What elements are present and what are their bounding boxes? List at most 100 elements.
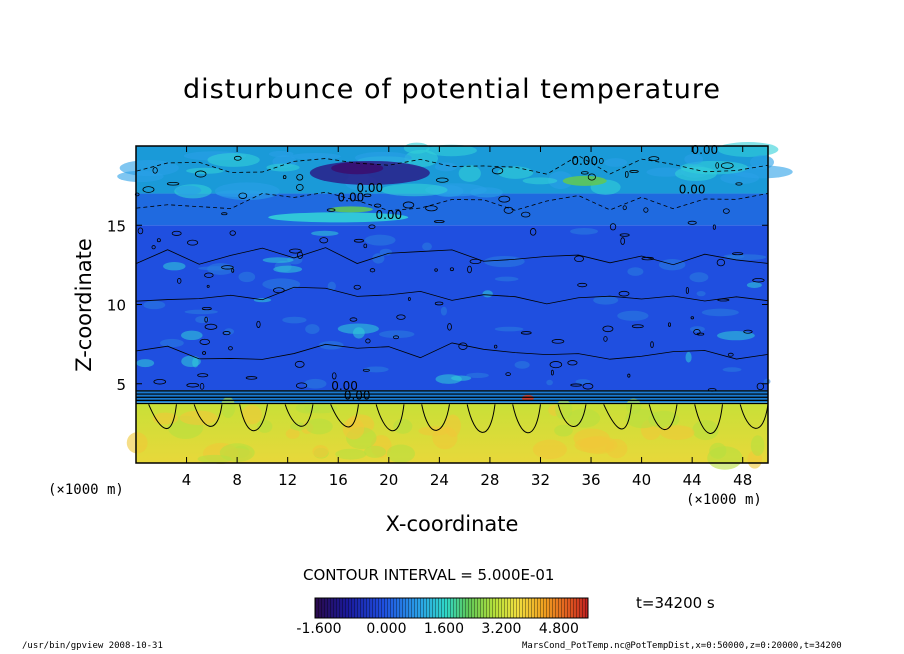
- patch-low: [555, 399, 573, 420]
- contour-blob: [194, 170, 207, 178]
- colorbar-frame: [314, 597, 589, 619]
- contour-label: 0.00: [331, 379, 358, 393]
- chart-title: disturbunce of potential temperature: [183, 74, 721, 105]
- x-axis-label-text: X-coordinate: [385, 512, 519, 536]
- contour-blob: [743, 329, 753, 334]
- contour-blob: [503, 206, 514, 214]
- contour-blob: [402, 201, 415, 209]
- contour-blob: [580, 171, 589, 175]
- patch-low: [241, 404, 262, 425]
- contour-blob: [469, 258, 482, 265]
- patch-top: [497, 166, 534, 179]
- contour-blob: [549, 361, 563, 369]
- colorbar-tick-label: 4.800: [539, 621, 579, 637]
- footer-description: MarsCond_PotTemp.nc@PotTempDist,x=0:5000…: [522, 641, 842, 651]
- patch-top: [290, 152, 341, 160]
- patch-low: [660, 425, 695, 440]
- patch-mid: [435, 374, 462, 384]
- contour-blob: [693, 329, 701, 336]
- patch-low: [335, 448, 367, 460]
- patch-top: [749, 155, 774, 170]
- colorbar-tick-label: -1.600: [296, 621, 341, 637]
- contour-blob: [201, 306, 212, 311]
- y-tick-label: 10: [107, 297, 126, 315]
- contour-blob: [722, 208, 730, 214]
- x-unit-right: (×1000 m): [686, 492, 762, 508]
- contour-blob: [273, 287, 285, 294]
- patch-band-top: [268, 212, 409, 223]
- x-tick-label: 32: [531, 471, 550, 489]
- patch-mid: [575, 379, 591, 385]
- contour-blob: [186, 382, 200, 388]
- contour-blob: [326, 208, 336, 212]
- patch-low: [386, 444, 415, 463]
- patch-low: [692, 419, 719, 441]
- contour-blob: [177, 278, 182, 284]
- contour-path: [135, 342, 769, 360]
- patch-top: [548, 171, 574, 190]
- patch-mid: [685, 351, 692, 363]
- patch-top: [175, 185, 202, 196]
- contour-blob: [598, 157, 604, 164]
- contour-blob: [620, 237, 626, 245]
- contour-blob: [587, 173, 596, 181]
- contour-blob: [156, 238, 161, 243]
- contour-blob: [204, 316, 208, 323]
- x-tick-label: 20: [379, 471, 398, 489]
- contour-blob: [643, 207, 649, 213]
- patch-top: [522, 177, 558, 185]
- patch-top: [404, 149, 439, 167]
- contour-squiggle: [148, 404, 177, 430]
- contour-blob: [152, 167, 158, 174]
- colorbar-tick-label: 1.600: [424, 621, 464, 637]
- patch-mid: [494, 326, 524, 332]
- contour-lines: [134, 155, 769, 434]
- contour-blob: [491, 167, 504, 175]
- contour-blob: [529, 228, 537, 236]
- patch-low: [152, 412, 179, 425]
- contour-path: [135, 191, 769, 211]
- colorbar-tick-label: 3.200: [481, 621, 521, 637]
- contour-blob: [434, 268, 438, 272]
- contour-blob: [505, 372, 511, 376]
- contour-blob: [363, 243, 368, 249]
- contour-blob: [151, 245, 156, 250]
- patch-mid: [143, 300, 166, 310]
- patch-mid: [763, 378, 771, 385]
- patch-low: [285, 428, 300, 439]
- patch-mid: [482, 290, 493, 298]
- contour-blob: [433, 220, 445, 223]
- contour-squiggle: [512, 404, 541, 434]
- patch-low: [295, 402, 321, 414]
- contour-blob: [245, 376, 258, 380]
- contour-label: 0.00: [338, 190, 365, 204]
- patch-low: [707, 446, 743, 470]
- patch-mid: [689, 272, 709, 283]
- patch-low: [342, 417, 365, 440]
- contour-blob: [202, 351, 207, 355]
- x-tick-label: 48: [733, 471, 752, 489]
- patch-low: [393, 418, 413, 434]
- contour-blob: [296, 183, 304, 191]
- patch-top: [119, 159, 179, 177]
- y-tick-label: 15: [107, 217, 126, 235]
- contour-blob: [365, 338, 371, 344]
- patch-top: [684, 154, 704, 165]
- contour-blob: [622, 205, 627, 211]
- x-unit-left: (×1000 m): [48, 482, 124, 498]
- contour-blob: [619, 233, 630, 237]
- patch-low: [567, 408, 601, 428]
- contour-blob: [690, 316, 695, 320]
- patch-top: [458, 165, 481, 182]
- patch-mid: [262, 278, 301, 291]
- patch-mid: [494, 276, 519, 282]
- y-ticks: 5 10 15: [107, 217, 768, 394]
- contour-squiggle: [330, 404, 359, 428]
- contour-path: [135, 286, 769, 305]
- contour-blob: [735, 182, 743, 186]
- patch-low: [197, 454, 232, 464]
- patch-top: [425, 144, 477, 157]
- contour-blob: [289, 248, 302, 254]
- contour-label: 0.00: [356, 181, 383, 195]
